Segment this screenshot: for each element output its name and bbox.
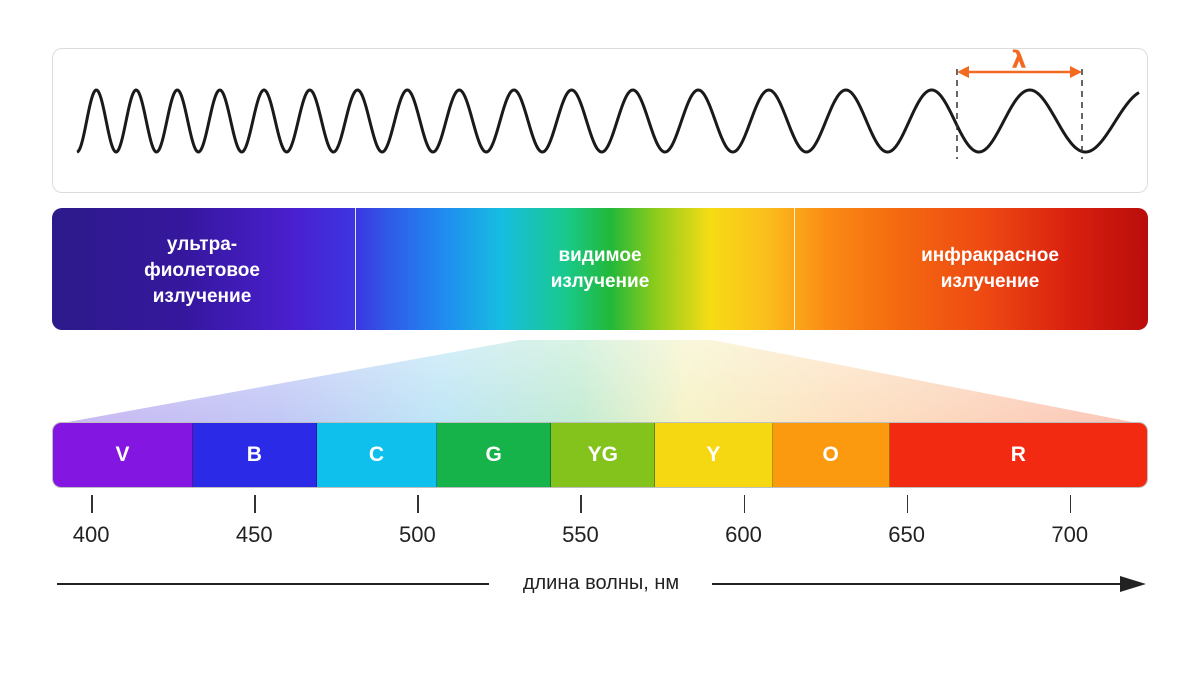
lambda-symbol: λ <box>1011 49 1026 74</box>
tick-label-700: 700 <box>1051 522 1089 547</box>
axis-line-right <box>712 583 1124 585</box>
lambda-arrow <box>957 66 1082 78</box>
tick-mark-450 <box>254 495 256 513</box>
axis-title: длина волны, нм <box>522 572 680 594</box>
color-segment-c: C <box>316 423 438 487</box>
wave-panel: λ <box>52 48 1148 193</box>
radiation-band-bar: ультра- фиолетовое излучение видимое изл… <box>52 208 1148 330</box>
color-segment-r: R <box>889 423 1147 487</box>
axis-line-left <box>57 583 489 585</box>
band-label-visible: видимое излучение <box>550 245 650 292</box>
tick-label-600: 600 <box>725 522 762 547</box>
color-segment-g: G <box>437 423 552 487</box>
visible-color-bar: V B C G YG Y O R <box>52 422 1148 488</box>
tick-label-400: 400 <box>72 522 110 547</box>
tick-mark-700 <box>1069 495 1072 513</box>
band-separator-visible-ir <box>794 208 795 330</box>
color-segment-b: B <box>193 423 317 487</box>
tick-label-550: 550 <box>562 522 599 547</box>
tick-mark-500 <box>417 495 419 513</box>
band-label-infrared: инфракрасное излучение <box>921 245 1059 292</box>
wave-graphic: λ <box>76 49 1140 159</box>
band-separator-uv-visible <box>355 208 356 330</box>
tick-mark-600 <box>743 495 746 513</box>
color-segment-yg: YG <box>551 423 656 487</box>
axis-arrow-icon <box>1120 576 1146 592</box>
color-segment-o: O <box>772 423 890 487</box>
tick-mark-400 <box>91 495 93 513</box>
visible-spectrum-projection <box>68 340 1132 422</box>
sine-wave <box>76 88 1140 154</box>
color-segment-v: V <box>53 423 193 487</box>
tick-label-500: 500 <box>398 522 436 547</box>
tick-mark-550 <box>580 495 582 513</box>
color-segment-y: Y <box>655 423 773 487</box>
tick-label-650: 650 <box>888 522 925 547</box>
tick-label-450: 450 <box>235 522 273 547</box>
tick-mark-650 <box>906 495 909 513</box>
band-label-ultraviolet: ультра- фиолетовое излучение <box>144 234 260 307</box>
